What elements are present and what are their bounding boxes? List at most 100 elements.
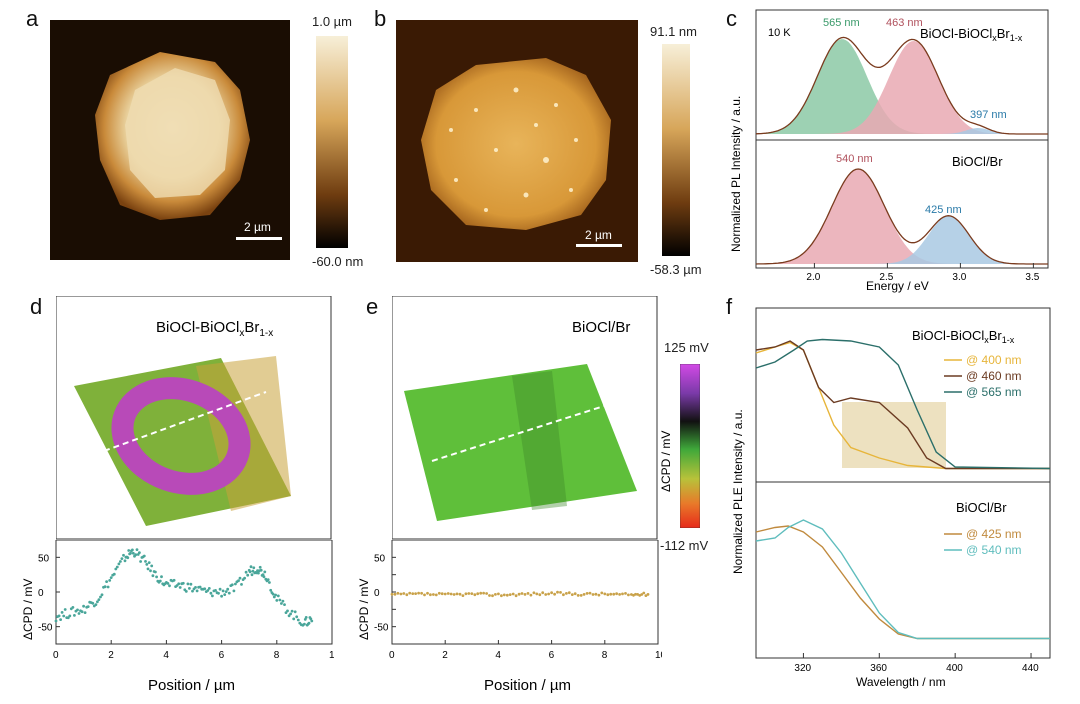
ple-top-title: BiOCl-BiOClxBr1-x [912, 328, 1015, 345]
cpd-point [278, 598, 282, 602]
ple-ylabel: Normalized PLE Intensity / a.u. [731, 409, 745, 574]
cpd-point [112, 572, 116, 576]
cpd-point [218, 587, 222, 591]
cpd-point [609, 592, 613, 596]
cpd-point [307, 621, 311, 625]
cpd-point [517, 592, 521, 596]
cpd-e-xlabel: Position / µm [484, 677, 571, 694]
cpd-point [109, 576, 113, 579]
cpd-point [119, 560, 122, 563]
cpd-point [443, 592, 447, 596]
cpd-point [131, 548, 134, 552]
cpd-point [184, 590, 188, 593]
cpd-point [115, 565, 119, 569]
cpd-d-series [54, 548, 314, 627]
cpd-point [227, 591, 231, 595]
cpd-point [630, 593, 633, 596]
cpd-point [232, 589, 236, 593]
cpd-point [243, 576, 247, 580]
cpd-point [303, 622, 306, 626]
cpd-xtick-label: 10 [329, 650, 334, 661]
colorbar-b-min: -58.3 µm [650, 262, 702, 277]
cpd-point [149, 569, 152, 573]
cpd-point [461, 594, 465, 597]
cpd-point [134, 553, 138, 557]
ple-bottom-series [755, 519, 1050, 640]
panel-letter-a: a [26, 6, 39, 31]
cpd-point [138, 551, 141, 554]
cpd-point [194, 586, 197, 589]
cpd-point [281, 599, 285, 603]
pl-temp: 10 K [768, 27, 791, 39]
cpd-point [257, 571, 260, 575]
peak-label-540: 540 nm [836, 153, 873, 165]
cpd-point [146, 567, 150, 571]
cpd-point [168, 584, 171, 588]
panel-letter-e: e [366, 294, 379, 319]
pl-chart: 2.0 2.5 3.0 3.5 10 K BiOCl-BiOClxBr1-x BiOC… [729, 9, 1049, 293]
cpd-point [186, 582, 190, 586]
colorbar-a [316, 36, 348, 248]
pl-xtick-label: 2.0 [806, 272, 820, 283]
cpd-point [172, 578, 176, 582]
colorbar-a-max: 1.0 µm [312, 14, 353, 29]
pl-xtick-label: 3.5 [1025, 272, 1039, 283]
panel-letter-d: d [30, 294, 43, 319]
cpd-point [399, 592, 403, 596]
cpd-point [252, 566, 256, 570]
cpd-point [127, 549, 131, 552]
cpd-point [559, 591, 562, 594]
cpd-point [576, 594, 580, 597]
kpfm-d-title: BiOCl-BiOClxBr1-x [156, 319, 273, 339]
cpd-point [94, 603, 98, 606]
cpd-point [565, 592, 568, 595]
cpd-point [624, 592, 627, 595]
cpd-point [158, 579, 162, 583]
cpd-point [142, 554, 146, 558]
cpd-point [188, 587, 191, 590]
ple-xtick-label: 360 [870, 663, 887, 674]
pl-bottom-series [755, 168, 1048, 265]
cpd-point [434, 593, 438, 597]
cpd-point [591, 593, 595, 596]
cpd-point [642, 591, 646, 595]
cpd-point [91, 601, 95, 605]
cpd-point [621, 592, 624, 596]
pl-peak-biocl-bioclxbr1-x-peak-397-nm [756, 128, 1048, 134]
cpd-e-y-ticks: 50 0 -50 [374, 553, 396, 634]
scale-label-a: 2 µm [244, 220, 271, 234]
cpd-chart-e: 0 2 4 6 8 10 50 0 -50 ΔCPD / mV Position / µm [357, 540, 662, 694]
cpd-point [309, 617, 313, 621]
pl-x-ticks: 2.0 2.5 3.0 3.5 [806, 263, 1040, 283]
cpd-point [600, 591, 604, 595]
cpd-point [562, 593, 565, 597]
cpd-point [535, 592, 539, 596]
cpd-point [209, 591, 213, 595]
cpd-point [627, 593, 630, 597]
cpd-point [547, 592, 550, 596]
cpd-point [262, 575, 266, 579]
scale-bar-b [576, 244, 622, 247]
cpd-point [437, 591, 441, 595]
ple-top-series [755, 338, 1051, 470]
pl-frame [755, 9, 1049, 269]
cpd-point [269, 588, 273, 592]
cpd-point [603, 592, 607, 596]
cpd-point [103, 585, 107, 589]
cpd-point [144, 560, 147, 563]
cpd-point [514, 594, 518, 598]
cpd-point [195, 589, 199, 593]
cpd-point [177, 582, 181, 586]
pl-peak-biocl-br-peak-540-nm [756, 169, 1048, 264]
cpd-point [283, 603, 286, 606]
cpd-point [544, 593, 548, 596]
pl-peak-biocl-br-peak-425-nm [756, 216, 1048, 264]
cpd-point [151, 574, 155, 578]
ple-line-540 [755, 519, 1050, 640]
cpd-point [263, 570, 267, 574]
cpd-point [464, 592, 468, 596]
cpd-point [83, 611, 87, 614]
cpd-point [178, 586, 182, 589]
cpd-point [123, 559, 127, 563]
cpd-point [417, 591, 420, 595]
